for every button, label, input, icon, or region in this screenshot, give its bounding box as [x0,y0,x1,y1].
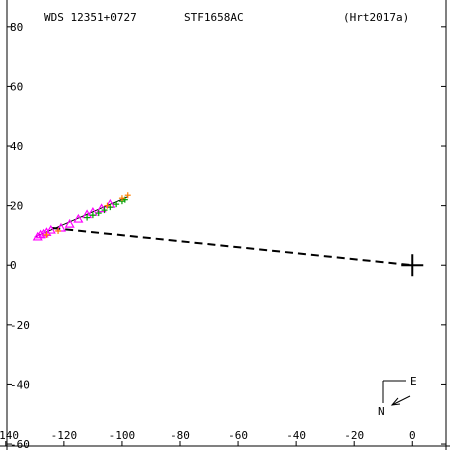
motion-arrow-shaft [391,395,411,406]
observation-point-triangle [64,218,75,228]
y-tick-label: -40 [10,378,30,391]
x-tick-label: -20 [344,429,364,442]
observation-point-plus [124,192,131,199]
x-tick-label: -60 [228,429,248,442]
observation-point-plus [101,207,108,214]
wds-id-label: WDS 12351+0727 [44,11,137,24]
connector-line [52,226,413,267]
observation-point-triangle [45,224,56,234]
motion-arrow-head [390,397,401,406]
dashed-connector [52,226,413,267]
observation-point-triangle [38,228,49,238]
y-tick-label: 20 [10,200,23,213]
primary-star-cross [401,254,424,277]
y-tick-label: -60 [10,438,30,450]
observation-point-plus [89,212,96,219]
discoverer-label: STF1658AC [184,11,244,24]
observation-point-triangle [96,203,107,213]
compass-east-label: E [410,375,417,388]
reference-label: (Hrt2017a) [343,11,409,24]
x-tick-label: -80 [170,429,190,442]
observation-point-plus [104,202,111,209]
observation-point-triangle [73,213,84,223]
observation-point-plus [55,227,62,234]
compass: E N [378,375,417,418]
x-tick-label: -40 [286,429,306,442]
compass-north-label: N [378,405,385,418]
y-tick-label: 0 [10,259,17,272]
observation-points [32,192,131,241]
y-tick-label: -20 [10,319,30,332]
x-tick-label: 0 [409,429,416,442]
x-tick-label: -120 [51,429,78,442]
x-tick-label: -140 [0,429,19,442]
observation-point-plus [84,214,91,221]
observation-point-plus [95,210,102,217]
x-tick-label: -100 [109,429,136,442]
y-tick-label: 60 [10,80,23,93]
y-axis-ticks: 80 60 40 20 0 -20 -40 -60 [7,21,446,450]
observation-point-plus [43,231,50,238]
observation-point-plus [118,195,125,202]
x-axis-ticks: -140 -120 -100 -80 -60 -40 -20 0 [0,429,416,446]
observation-point-plus [113,201,120,208]
y-tick-label: 40 [10,140,23,153]
y-tick-label: 80 [10,21,23,34]
